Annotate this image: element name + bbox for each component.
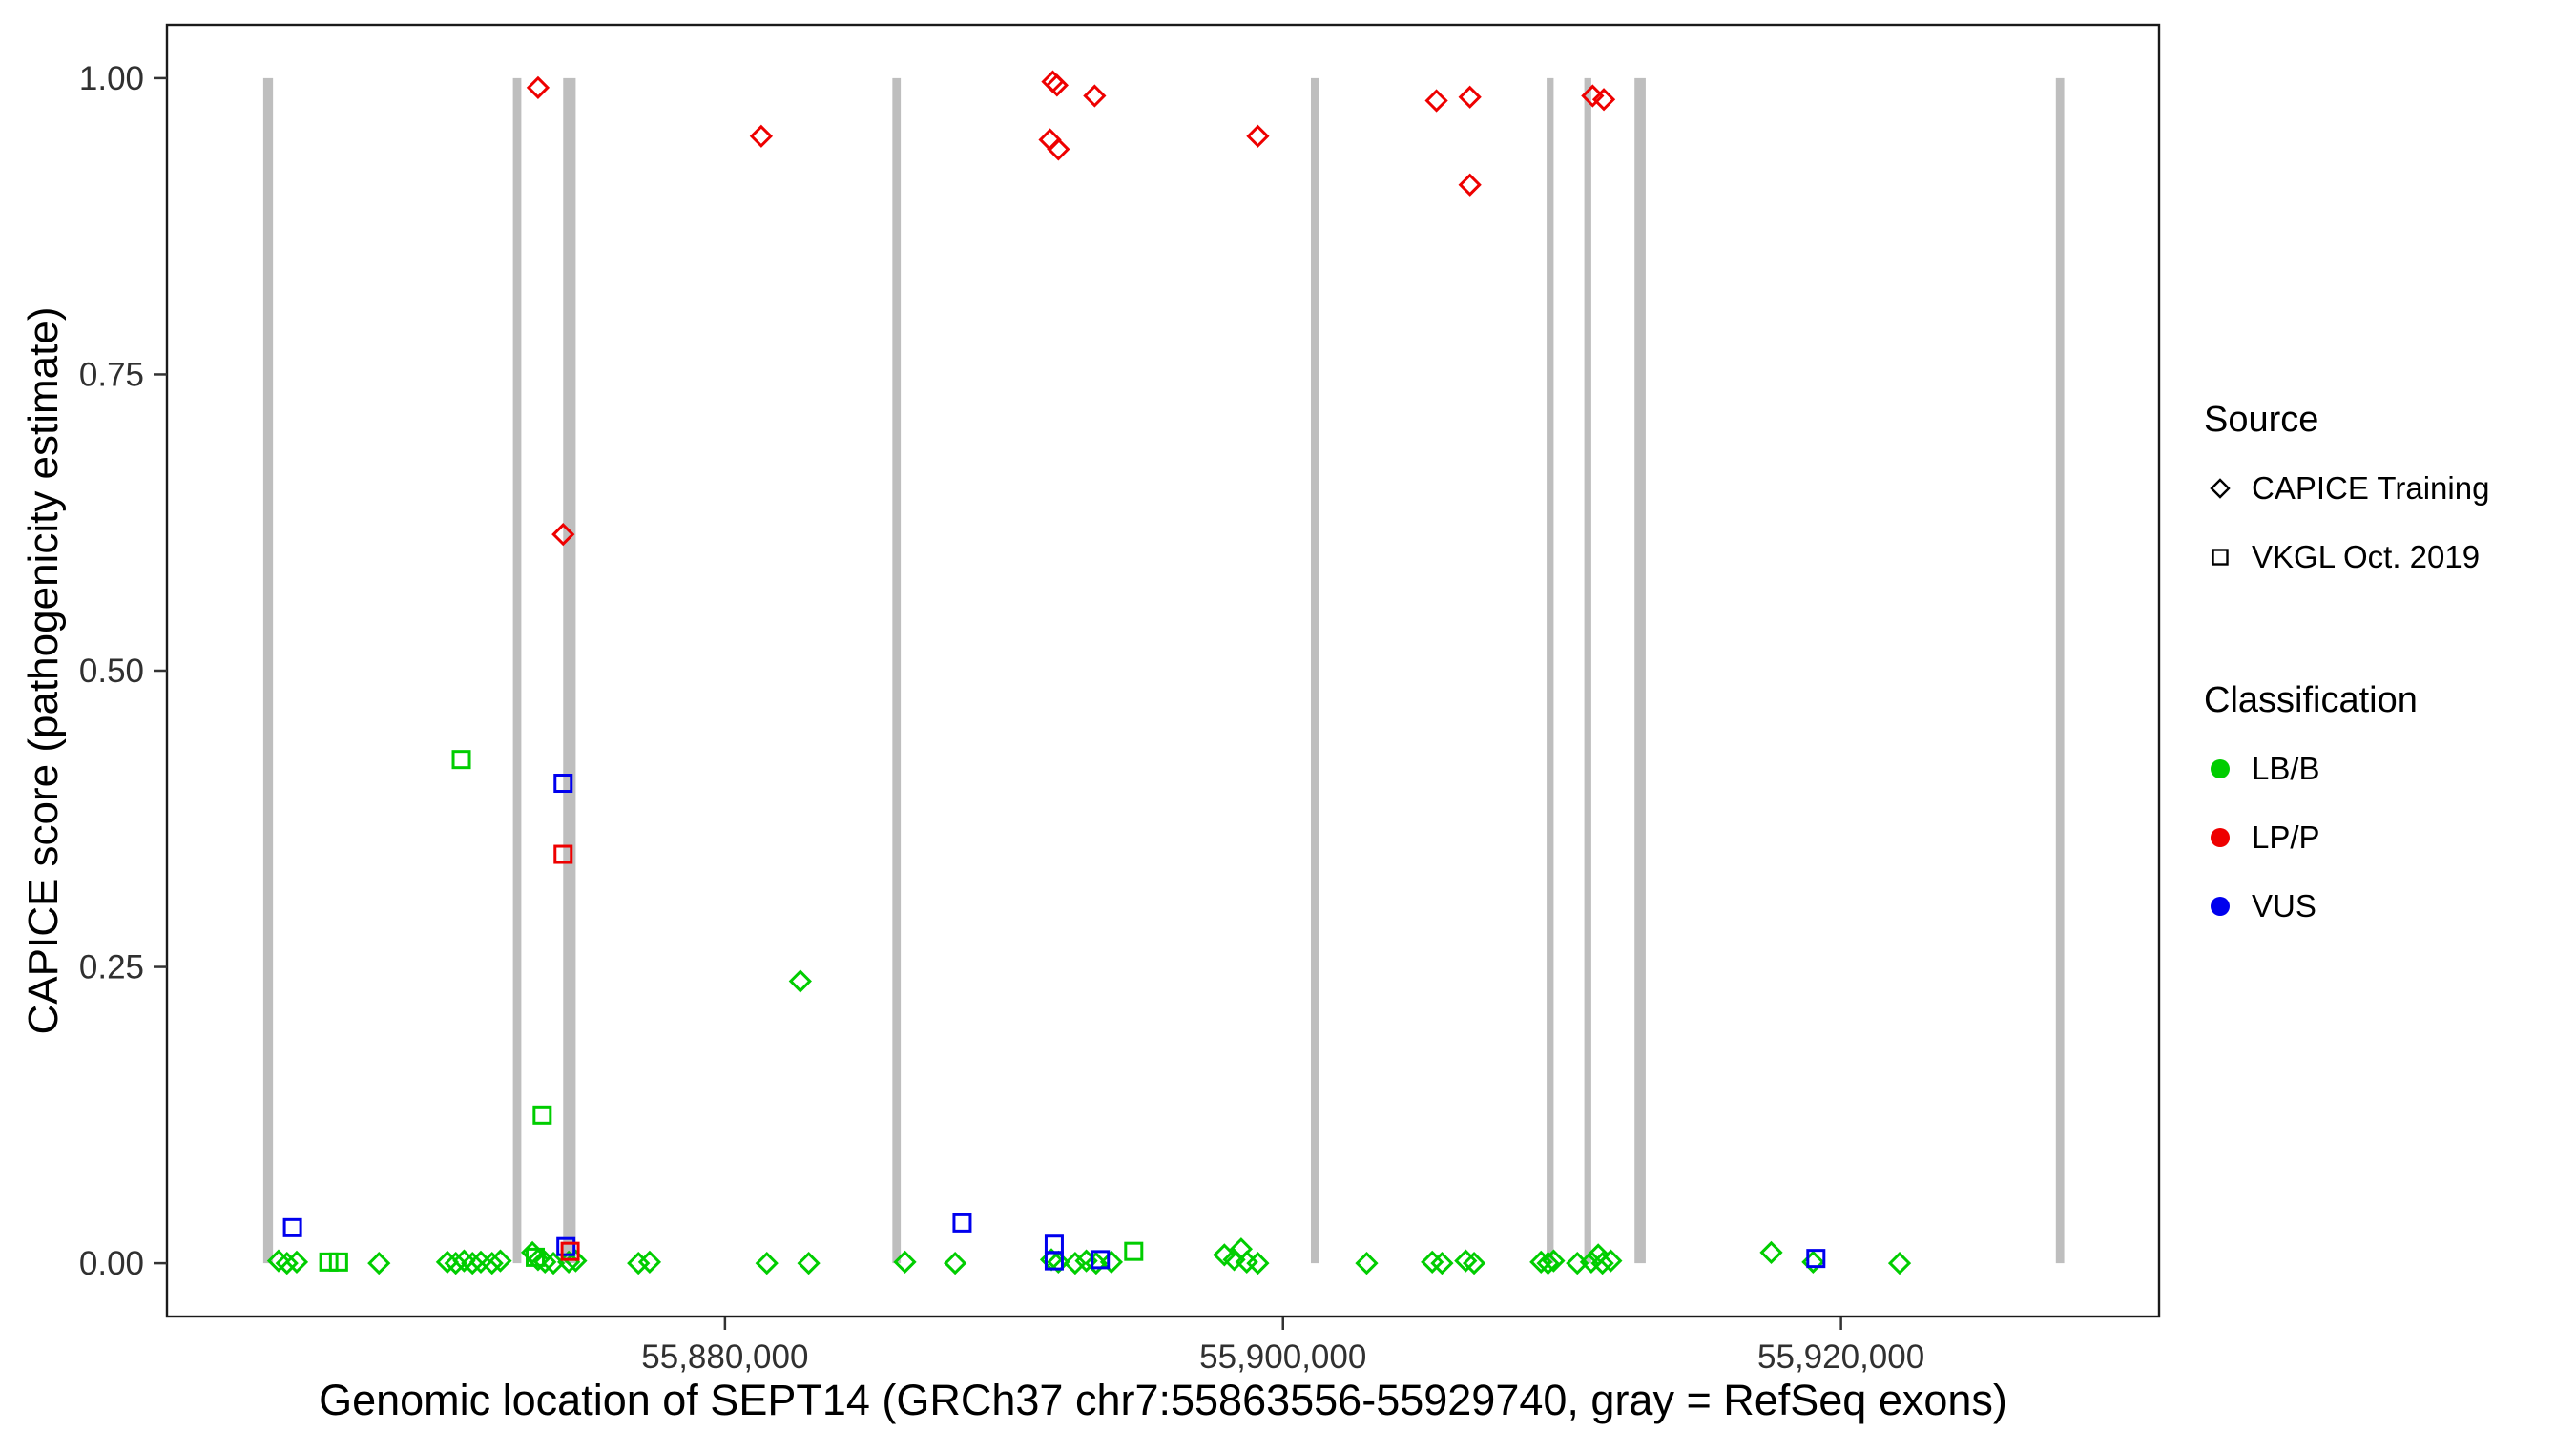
data-point: [553, 774, 573, 794]
data-point: [461, 1251, 485, 1275]
x-tick-label: 55,900,000: [1199, 1338, 1366, 1376]
exon-bar: [1634, 77, 1646, 1264]
legend-item-label: VKGL Oct. 2019: [2252, 539, 2481, 574]
data-point: [1124, 1241, 1144, 1261]
exon-bar: [563, 77, 576, 1264]
blue-dot-icon: [2211, 897, 2230, 916]
exon-bar: [262, 77, 274, 1264]
data-point: [1246, 124, 1270, 148]
data-point: [1536, 1251, 1560, 1275]
data-point: [282, 1217, 302, 1237]
y-axis-title: CAPICE score (pathogenicity estimate): [20, 306, 67, 1035]
y-tick-label: 0.25: [79, 949, 144, 986]
diamond-icon: [2210, 478, 2231, 499]
data-point: [944, 1251, 967, 1275]
legend-item-vkgl: VKGL Oct. 2019: [2204, 523, 2489, 591]
data-point: [1246, 1251, 1270, 1275]
data-point: [560, 1241, 580, 1261]
data-point: [1047, 1250, 1070, 1274]
data-point: [319, 1252, 339, 1272]
x-tick-label: 55,880,000: [641, 1338, 808, 1376]
data-point: [532, 1105, 552, 1125]
data-point: [1045, 73, 1069, 97]
x-tick-label: 55,920,000: [1757, 1338, 1924, 1376]
data-point: [627, 1251, 651, 1275]
data-point: [755, 1251, 779, 1275]
data-point: [526, 75, 551, 99]
panel-border: [165, 23, 2161, 1318]
legend-item-lbb: LB/B: [2204, 735, 2489, 803]
legend: Source CAPICE Training VKGL Oct. 2019 Cl…: [2204, 399, 2489, 941]
data-point: [1099, 1250, 1124, 1274]
data-point: [1044, 1251, 1064, 1271]
data-point: [533, 1250, 557, 1274]
data-point: [1759, 1240, 1783, 1265]
data-point: [275, 1251, 299, 1275]
legend-source-title: Source: [2204, 400, 2319, 440]
data-point: [451, 750, 471, 770]
exon-bar: [2055, 77, 2065, 1264]
data-point: [367, 1251, 391, 1275]
data-point: [435, 1250, 460, 1274]
x-axis-title: Genomic location of SEPT14 (GRCh37 chr7:…: [319, 1376, 2007, 1424]
data-point: [1599, 1249, 1623, 1273]
green-dot-icon: [2211, 759, 2230, 778]
data-point: [637, 1250, 662, 1274]
exon-bar: [1584, 77, 1591, 1264]
data-point: [1091, 1250, 1111, 1270]
data-point: [480, 1251, 504, 1275]
data-point: [749, 124, 774, 148]
data-point: [1458, 173, 1482, 197]
data-point: [1587, 1243, 1610, 1267]
data-point: [526, 1247, 546, 1267]
legend-item-capice-training: CAPICE Training: [2204, 454, 2489, 523]
data-point: [556, 1236, 576, 1256]
legend-classification-title: Classification: [2204, 680, 2418, 720]
exon-bar: [1547, 77, 1554, 1264]
data-point: [444, 1251, 467, 1275]
y-tick-label: 0.75: [79, 356, 144, 393]
data-point: [551, 523, 575, 547]
data-point: [1063, 1251, 1088, 1275]
data-point: [284, 1250, 309, 1274]
legend-item-label: LP/P: [2252, 819, 2320, 855]
data-point: [952, 1213, 972, 1233]
data-point: [1430, 1251, 1454, 1275]
data-point: [1044, 1234, 1064, 1255]
y-tick-label: 1.00: [79, 60, 144, 97]
legend-item-label: VUS: [2252, 888, 2316, 923]
data-point: [328, 1252, 348, 1272]
legend-item-lpp: LP/P: [2204, 803, 2489, 872]
data-point: [797, 1251, 821, 1275]
data-point: [1806, 1249, 1826, 1269]
data-point: [1424, 89, 1448, 113]
exon-bar: [1310, 77, 1319, 1264]
data-point: [1355, 1251, 1379, 1275]
data-point: [1458, 85, 1482, 109]
exon-bar: [512, 77, 522, 1264]
legend-item-label: LB/B: [2252, 751, 2320, 786]
data-point: [1083, 84, 1107, 108]
square-icon: [2212, 549, 2229, 566]
data-point: [1590, 1251, 1614, 1275]
data-point: [1542, 1249, 1566, 1273]
data-point: [1887, 1251, 1912, 1275]
data-point: [564, 1249, 588, 1273]
exon-bar: [892, 77, 902, 1264]
legend-item-label: CAPICE Training: [2252, 470, 2490, 506]
legend-item-vus: VUS: [2204, 872, 2489, 941]
data-point: [893, 1250, 917, 1274]
data-point: [1462, 1251, 1486, 1275]
y-tick-label: 0.00: [79, 1245, 144, 1282]
red-dot-icon: [2211, 828, 2230, 847]
data-point: [553, 844, 573, 864]
data-point: [1591, 88, 1616, 112]
data-point: [788, 969, 812, 993]
data-point: [488, 1249, 512, 1273]
y-tick-label: 0.50: [79, 653, 144, 690]
data-point: [1047, 137, 1070, 161]
